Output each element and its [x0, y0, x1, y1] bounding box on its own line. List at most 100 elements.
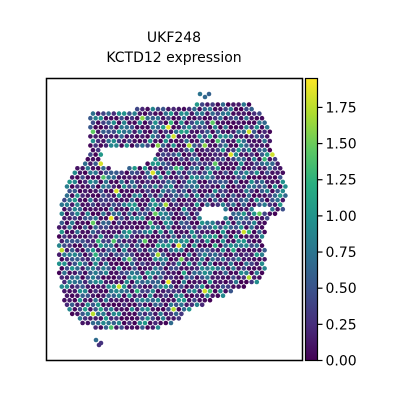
spot: [254, 197, 260, 203]
spot: [220, 120, 226, 125]
spot: [171, 261, 176, 267]
spot: [254, 115, 260, 121]
spot: [171, 288, 176, 294]
spot: [238, 106, 244, 112]
spot: [246, 275, 252, 280]
spot: [145, 115, 150, 121]
spot: [90, 193, 96, 198]
spot: [246, 129, 252, 135]
spot: [163, 266, 169, 271]
spot: [171, 252, 176, 257]
spot: [197, 206, 202, 212]
spot: [194, 138, 200, 144]
spot: [238, 115, 244, 121]
spot: [179, 220, 184, 226]
spot: [69, 202, 75, 207]
spot: [184, 275, 189, 280]
spot: [88, 179, 93, 185]
spot: [176, 252, 182, 257]
spot: [168, 166, 174, 171]
spot: [168, 320, 174, 326]
spot: [150, 143, 156, 148]
spot: [163, 138, 169, 144]
spot: [142, 175, 148, 180]
spot: [251, 147, 257, 153]
spot: [184, 166, 189, 171]
spot: [137, 220, 143, 226]
spot: [218, 125, 223, 130]
spot: [166, 316, 171, 321]
spot: [72, 179, 78, 185]
spot: [69, 275, 75, 280]
spot: [171, 179, 176, 185]
spot: [218, 288, 223, 294]
spot: [264, 152, 270, 157]
spot: [142, 247, 148, 253]
spot: [158, 129, 163, 135]
spot: [257, 247, 262, 253]
spot: [121, 257, 127, 262]
spot: [166, 170, 171, 176]
spot: [101, 184, 106, 189]
spot: [181, 197, 187, 203]
spot: [202, 152, 208, 157]
spot: [72, 297, 78, 303]
spot: [249, 270, 254, 276]
spot: [210, 275, 215, 280]
spot: [106, 111, 111, 116]
spot: [137, 120, 143, 125]
spot: [101, 175, 106, 180]
spot: [173, 302, 179, 308]
spot: [88, 252, 93, 257]
spot: [181, 206, 187, 212]
spot: [166, 252, 171, 257]
spot: [150, 197, 156, 203]
spot: [186, 106, 192, 112]
spot: [93, 197, 98, 203]
spot: [205, 202, 210, 207]
spot: [249, 161, 254, 166]
spot: [186, 197, 192, 203]
spot: [153, 284, 158, 289]
spot: [158, 184, 163, 189]
spot: [238, 125, 244, 130]
spot: [215, 193, 221, 198]
spot: [184, 302, 189, 308]
spot: [90, 211, 96, 217]
spot: [119, 225, 124, 230]
spot: [254, 125, 260, 130]
spot: [210, 184, 215, 189]
spot: [75, 166, 80, 171]
spot: [145, 252, 150, 257]
spot: [142, 238, 148, 244]
spot: [212, 161, 218, 166]
spot: [207, 234, 213, 239]
spot: [192, 170, 197, 176]
spot: [85, 275, 91, 280]
spot: [121, 229, 127, 235]
spot: [205, 175, 210, 180]
spot: [202, 270, 208, 276]
spot: [69, 193, 75, 198]
spot: [220, 147, 226, 153]
spot: [160, 152, 166, 157]
spot: [116, 129, 122, 135]
spot: [202, 297, 208, 303]
spot: [259, 216, 265, 221]
spot: [212, 134, 218, 139]
spot: [95, 238, 101, 244]
spot: [218, 179, 223, 185]
spot: [257, 111, 262, 116]
spot: [134, 179, 140, 185]
spot: [197, 188, 202, 194]
spot: [197, 125, 202, 130]
spot: [59, 257, 65, 262]
spot: [142, 302, 148, 308]
spot: [145, 206, 150, 212]
spot: [225, 138, 231, 144]
spot: [181, 279, 187, 285]
spot: [93, 325, 98, 330]
spot: [160, 188, 166, 194]
spot: [205, 193, 210, 198]
spot: [88, 316, 93, 321]
